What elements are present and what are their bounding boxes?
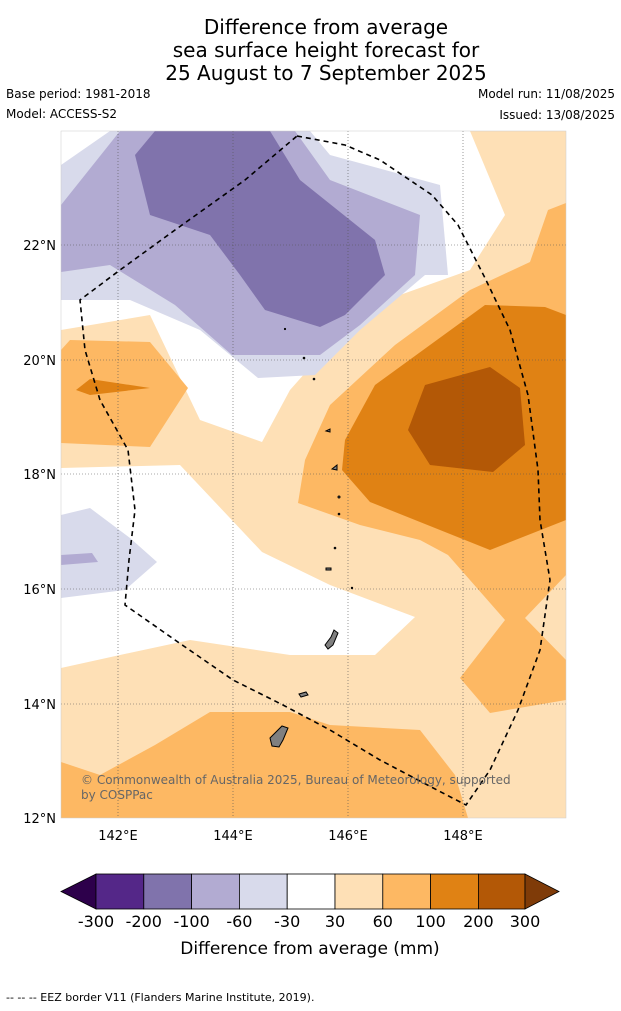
cb-label: -300 xyxy=(78,912,114,931)
cb-extend-low xyxy=(60,873,97,910)
eez-border xyxy=(79,135,551,807)
copyright-line-2: by COSPPac xyxy=(81,788,153,802)
cb-label: 100 xyxy=(415,912,446,931)
title-line-2: sea surface height forecast for xyxy=(172,38,480,62)
colorbar-labels: -300 -200 -100 -60 -30 30 60 100 200 300 xyxy=(78,912,540,931)
island-small-9 xyxy=(283,327,287,331)
model-name: Model: ACCESS-S2 xyxy=(6,107,118,121)
island-guam xyxy=(269,725,289,748)
island-small-2 xyxy=(330,463,338,471)
eez-legend: -- -- -- EEZ border V11 (Flanders Marine… xyxy=(6,991,315,1004)
cb-label: -100 xyxy=(173,912,209,931)
cb-label: 60 xyxy=(373,912,393,931)
island-small-6 xyxy=(333,546,337,550)
longitude-labels: 142°E 144°E 146°E 148°E xyxy=(98,829,483,844)
model-run: Model run: 11/08/2025 xyxy=(477,87,615,101)
colorbar-title: Difference from average (mm) xyxy=(180,939,439,959)
anomaly-field xyxy=(61,131,566,818)
band-60-100-south xyxy=(61,712,468,818)
cb-label: 30 xyxy=(325,912,345,931)
band-minus-100-200-north xyxy=(135,131,385,327)
island-small-8 xyxy=(302,356,306,360)
island-small-10 xyxy=(350,586,354,590)
band-minus-30-60-west xyxy=(61,508,157,598)
lat-label: 16°N xyxy=(23,583,56,598)
cb-bin xyxy=(430,873,479,910)
latitude-labels: 22°N 20°N 18°N 16°N 14°N 12°N xyxy=(23,239,56,827)
grid-lines xyxy=(61,131,566,818)
band-60-100-west xyxy=(61,340,188,447)
title-line-1: Difference from average xyxy=(203,15,449,39)
island-small-1 xyxy=(325,567,332,571)
cb-label: -60 xyxy=(226,912,252,931)
lat-label: 12°N xyxy=(23,812,56,827)
lon-label: 142°E xyxy=(98,829,138,844)
title-line-3: 25 August to 7 September 2025 xyxy=(165,61,487,85)
cb-bin xyxy=(143,873,193,910)
chart-title: Difference from average sea surface heig… xyxy=(0,16,621,85)
lon-label: 146°E xyxy=(328,829,368,844)
cb-extend-high xyxy=(524,873,560,910)
island-saipan xyxy=(324,629,339,650)
map-frame xyxy=(60,130,567,819)
cb-label: -200 xyxy=(126,912,162,931)
island-small-4 xyxy=(337,495,341,499)
band-100-200-west xyxy=(76,379,150,395)
cb-bin xyxy=(191,873,240,910)
island-rota xyxy=(298,691,309,698)
cb-bin xyxy=(286,873,336,910)
island-small-3 xyxy=(324,428,331,433)
cb-label: 200 xyxy=(463,912,494,931)
islands xyxy=(269,327,354,748)
lat-label: 20°N xyxy=(23,354,56,369)
lat-label: 22°N xyxy=(23,239,56,254)
band-200-300-east xyxy=(408,367,525,472)
cb-bin xyxy=(477,873,526,910)
cb-label: -30 xyxy=(274,912,300,931)
cb-bin xyxy=(95,873,145,910)
lat-label: 14°N xyxy=(23,698,56,713)
island-small-7 xyxy=(312,377,316,381)
colorbar xyxy=(60,873,560,910)
cb-bin xyxy=(382,873,431,910)
lon-label: 148°E xyxy=(443,829,483,844)
band-neutral-central xyxy=(61,465,415,668)
base-period: Base period: 1981-2018 xyxy=(6,87,151,101)
lat-label: 18°N xyxy=(23,468,56,483)
copyright-line-1: © Commonwealth of Australia 2025, Bureau… xyxy=(81,773,511,787)
cb-label: 300 xyxy=(510,912,541,931)
cb-bin xyxy=(334,873,384,910)
issued-date: Issued: 13/08/2025 xyxy=(499,108,615,122)
island-small-5 xyxy=(337,512,341,516)
cb-bin xyxy=(238,873,288,910)
lon-label: 144°E xyxy=(213,829,253,844)
band-minus-60-100-west xyxy=(61,553,98,565)
